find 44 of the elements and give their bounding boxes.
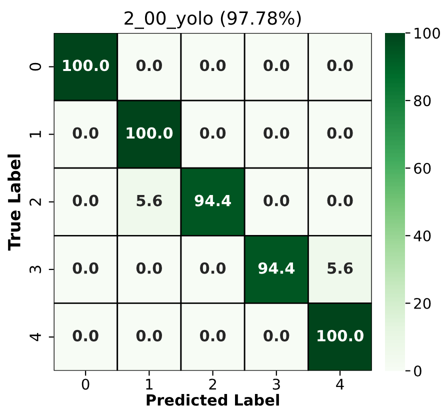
x-axis-title: Predicted Label: [146, 394, 279, 406]
data-label: 0.0: [200, 127, 226, 139]
data-label: 0.0: [200, 262, 226, 274]
data-label: 0.0: [136, 262, 162, 274]
color-bar-label: 40: [414, 230, 431, 242]
data-label: 0.0: [72, 262, 98, 274]
y-tick-label: 4: [30, 333, 41, 342]
data-label: 0.0: [72, 330, 98, 342]
data-label: 0.0: [264, 60, 290, 72]
data-label: 94.4: [258, 262, 295, 274]
y-axis-title: True Label: [8, 154, 20, 251]
color-bar-label: 100: [414, 28, 440, 39]
x-tick-label: 1: [146, 378, 152, 390]
data-label: 0.0: [327, 127, 353, 139]
x-tick-label: 3: [272, 378, 280, 390]
data-label: 0.0: [136, 60, 162, 72]
data-label: 5.6: [328, 262, 353, 274]
y-tick-label: 0: [30, 62, 42, 71]
data-label: 0.0: [136, 330, 162, 342]
data-label: 0.0: [327, 194, 353, 206]
color-bar-label: 0: [414, 366, 422, 377]
chart-title: 2_00_yolo (97.78%): [124, 10, 301, 29]
data-label: 0.0: [72, 127, 98, 139]
data-label: 0.0: [200, 330, 226, 342]
data-label: 0.0: [72, 194, 98, 206]
y-tick-label: 3: [30, 266, 42, 274]
y-tick-label: 1: [30, 130, 41, 138]
data-label: 94.4: [194, 194, 231, 206]
data-label: 100.0: [126, 127, 173, 139]
data-label: 0.0: [264, 194, 290, 206]
color-bar-label: 20: [414, 298, 431, 309]
color-bar-label: 60: [414, 162, 431, 174]
x-tick-label: 4: [336, 378, 344, 390]
data-label: 0.0: [264, 127, 290, 139]
data-label: 0.0: [327, 60, 353, 72]
data-label: 0.0: [264, 330, 290, 342]
color-bar-label: 80: [414, 95, 431, 106]
data-label: 100.0: [63, 60, 109, 72]
data-label: 0.0: [200, 60, 226, 72]
y-tick-label: 2: [30, 198, 41, 206]
data-label: 100.0: [318, 330, 364, 342]
data-label: 5.6: [136, 194, 162, 206]
x-tick-label: 0: [82, 378, 90, 390]
x-tick-label: 2: [209, 378, 216, 390]
